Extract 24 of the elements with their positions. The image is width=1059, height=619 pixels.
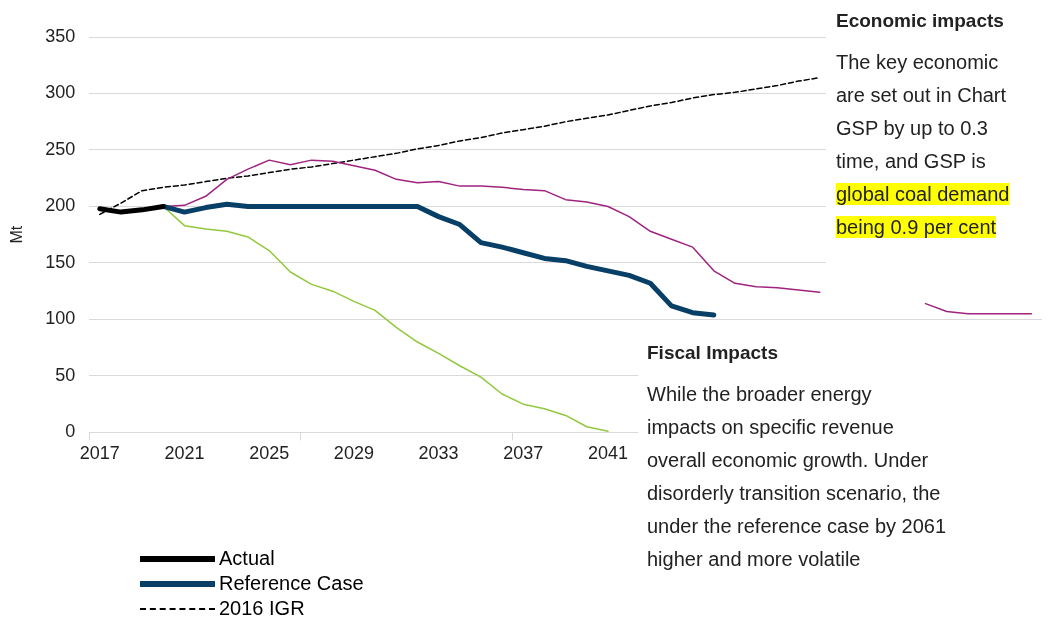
legend-label: Reference Case [219, 572, 364, 595]
annotation: While the broader energy impacts on specific revenue overall economic growth. Under disorderly transition scenario, the under the reference case by 2061 higher and more volatile [647, 382, 948, 572]
annotation: global coal demand being 0.9 per cent [836, 183, 1010, 238]
y-tick-label: 300 [45, 82, 76, 103]
legend-label: 2016 IGR [219, 597, 305, 619]
x-tick-label: 2029 [333, 443, 374, 464]
y-tick-label: 200 [45, 195, 76, 216]
legend-label: Actual [219, 547, 275, 570]
y-tick-label: 100 [45, 308, 76, 329]
x-tick-label: 2041 [587, 443, 628, 464]
text: Economic impacts [836, 9, 1005, 33]
line-series [99, 76, 821, 216]
x-tick-label: 2033 [418, 443, 459, 464]
x-tick-label: 2025 [249, 443, 290, 464]
x-tick-label: 2017 [79, 443, 120, 464]
x-tick-label: 2037 [503, 443, 544, 464]
annotation: Fiscal Impacts [647, 341, 779, 365]
y-tick-label: 250 [45, 138, 76, 159]
x-tick-label: 2021 [164, 443, 205, 464]
y-tick-label: 0 [65, 421, 76, 442]
y-axis-title: Mt [8, 225, 26, 244]
y-tick-label: 150 [45, 251, 76, 272]
y-tick-label: 350 [45, 25, 76, 46]
y-tick-label: 50 [55, 364, 76, 385]
